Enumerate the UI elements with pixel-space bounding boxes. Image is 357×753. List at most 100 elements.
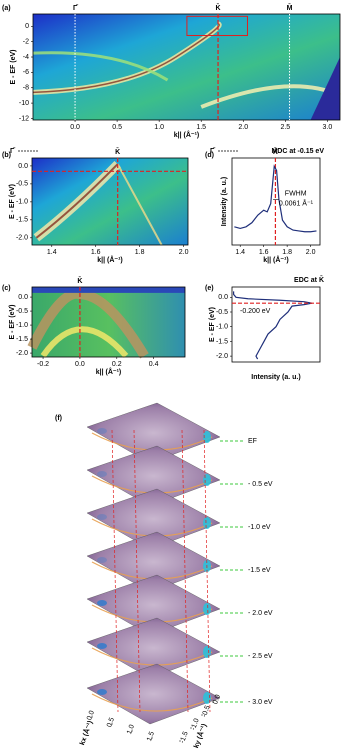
x-tick-label: 0.0 — [75, 361, 85, 368]
band — [32, 51, 169, 82]
top-band — [32, 287, 185, 293]
energy-slice — [86, 402, 221, 464]
plot-frame — [32, 13, 341, 121]
marker-label: K̄ — [216, 3, 221, 12]
edc-curve — [233, 291, 313, 360]
x-tick-label: -0.2 — [37, 361, 49, 368]
ky-tick-label: -0.5 — [201, 704, 212, 718]
kx-tick-label: 1.5 — [146, 731, 156, 743]
y-tick-label: -1.0 — [216, 324, 228, 331]
slice-label: - 2.5 eV — [248, 653, 273, 660]
slice-label: - 3.0 eV — [248, 699, 273, 706]
y-tick-label: -0.5 — [16, 181, 28, 188]
y-tick-label: -4 — [23, 54, 29, 61]
kx-tick-label: 0.0 — [86, 710, 96, 722]
slice-label: EF — [248, 438, 257, 445]
hot-spot — [97, 428, 107, 434]
x-tick-label: 2.0 — [306, 249, 316, 256]
energy-slice — [86, 663, 221, 725]
energy-slice — [86, 488, 221, 550]
zoom-box — [186, 15, 248, 37]
y-tick-label: -1.0 — [16, 322, 28, 329]
slice-label: - 0.5 eV — [248, 481, 273, 488]
slice-label: - 2.0 eV — [248, 610, 273, 617]
y-tick-label: -2.0 — [216, 353, 228, 360]
x-tick-label: 1.5 — [196, 124, 206, 131]
marker-label: Γ̄ — [73, 4, 79, 12]
ky-tick-label: 0.0 — [212, 694, 222, 706]
marker-label: M̄ — [287, 3, 293, 12]
x-tick-label: 1.0 — [154, 124, 164, 131]
y-tick-label: -0.5 — [216, 309, 228, 316]
energy-slice — [86, 531, 221, 593]
x-tick-label: 1.8 — [135, 249, 145, 256]
direction-label: Γ̄ — [210, 147, 216, 155]
x-tick-label: 0.2 — [112, 361, 122, 368]
plot-frame — [31, 286, 186, 358]
energy-slice — [86, 574, 221, 636]
hot-spot — [97, 600, 107, 606]
y-tick-label: -10 — [19, 100, 29, 107]
plot-frame — [31, 157, 189, 246]
intensity-map — [32, 287, 185, 357]
x-axis-label: k|| (Å⁻¹) — [96, 367, 122, 376]
direction-label: Γ̄ — [10, 147, 16, 155]
hot-spot — [97, 471, 107, 477]
panel-title: MDC at -0.15 eV — [271, 148, 324, 155]
x-axis-label: k|| (Å⁻¹) — [97, 255, 123, 264]
hot-spot — [203, 517, 211, 529]
y-tick-label: -2 — [23, 38, 29, 45]
y-axis-label: E - EF (eV) — [10, 49, 17, 84]
marker-label: K̄ — [77, 276, 82, 285]
k-point-guide — [203, 429, 211, 713]
x-tick-label: 1.4 — [47, 249, 57, 256]
band — [35, 163, 119, 239]
annotation: 0.0061 Å⁻¹ — [279, 198, 314, 207]
panel-label: (d) — [205, 152, 214, 159]
kx-tick-label: 1.0 — [126, 724, 136, 736]
y-tick-label: -6 — [23, 69, 29, 76]
x-tick-label: 2.0 — [179, 249, 189, 256]
x-tick-label: 1.6 — [91, 249, 101, 256]
energy-slice — [86, 445, 221, 507]
panel-label: (c) — [2, 285, 11, 292]
kx-label: kx (Å⁻¹) — [77, 719, 94, 746]
panel-label: (a) — [2, 5, 11, 12]
y-tick-label: -12 — [19, 115, 29, 122]
y-tick-label: 0 — [25, 23, 29, 30]
y-tick-label: -1.0 — [16, 199, 28, 206]
marker-label: K̄ — [273, 147, 278, 156]
ky-tick-label: -1.0 — [190, 717, 201, 731]
x-tick-label: 0.0 — [70, 124, 80, 131]
y-tick-label: -2.0 — [16, 350, 28, 357]
slice-label: -1.5 eV — [248, 567, 271, 574]
y-tick-label: -2.0 — [16, 235, 28, 242]
fermi-contour — [91, 693, 213, 712]
y-tick-label: 0.0 — [218, 294, 228, 301]
x-axis-label: Intensity (a. u.) — [251, 374, 300, 381]
x-tick-label: 1.8 — [282, 249, 292, 256]
hot-spot — [203, 646, 211, 658]
ky-tick-label: -1.5 — [179, 730, 190, 744]
y-tick-label: -0.5 — [16, 308, 28, 315]
marker-label: K̄ — [115, 147, 120, 156]
band — [116, 163, 163, 246]
y-tick-label: -1.5 — [16, 217, 28, 224]
y-axis-label: E - EF (eV) — [209, 307, 216, 342]
x-axis-label: k|| (Å⁻¹) — [263, 255, 289, 264]
y-tick-label: 0.0 — [18, 294, 28, 301]
x-tick-label: 1.6 — [259, 249, 269, 256]
x-tick-label: 2.0 — [238, 124, 248, 131]
panel-label: (e) — [205, 285, 214, 292]
hot-spot — [97, 557, 107, 563]
panel-title: EDC at K̄ — [294, 275, 324, 284]
panel-label: (b) — [2, 152, 11, 159]
energy-slice — [86, 617, 221, 679]
hot-spot — [203, 692, 211, 704]
hot-spot — [203, 474, 211, 486]
hot-spot — [203, 431, 211, 443]
k-point-guide — [181, 429, 189, 713]
k-point-guide — [111, 429, 119, 713]
